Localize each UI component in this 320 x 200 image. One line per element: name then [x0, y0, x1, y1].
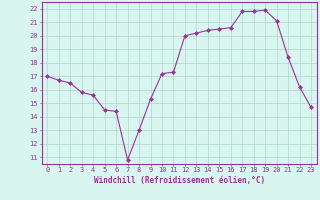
X-axis label: Windchill (Refroidissement éolien,°C): Windchill (Refroidissement éolien,°C) [94, 176, 265, 185]
